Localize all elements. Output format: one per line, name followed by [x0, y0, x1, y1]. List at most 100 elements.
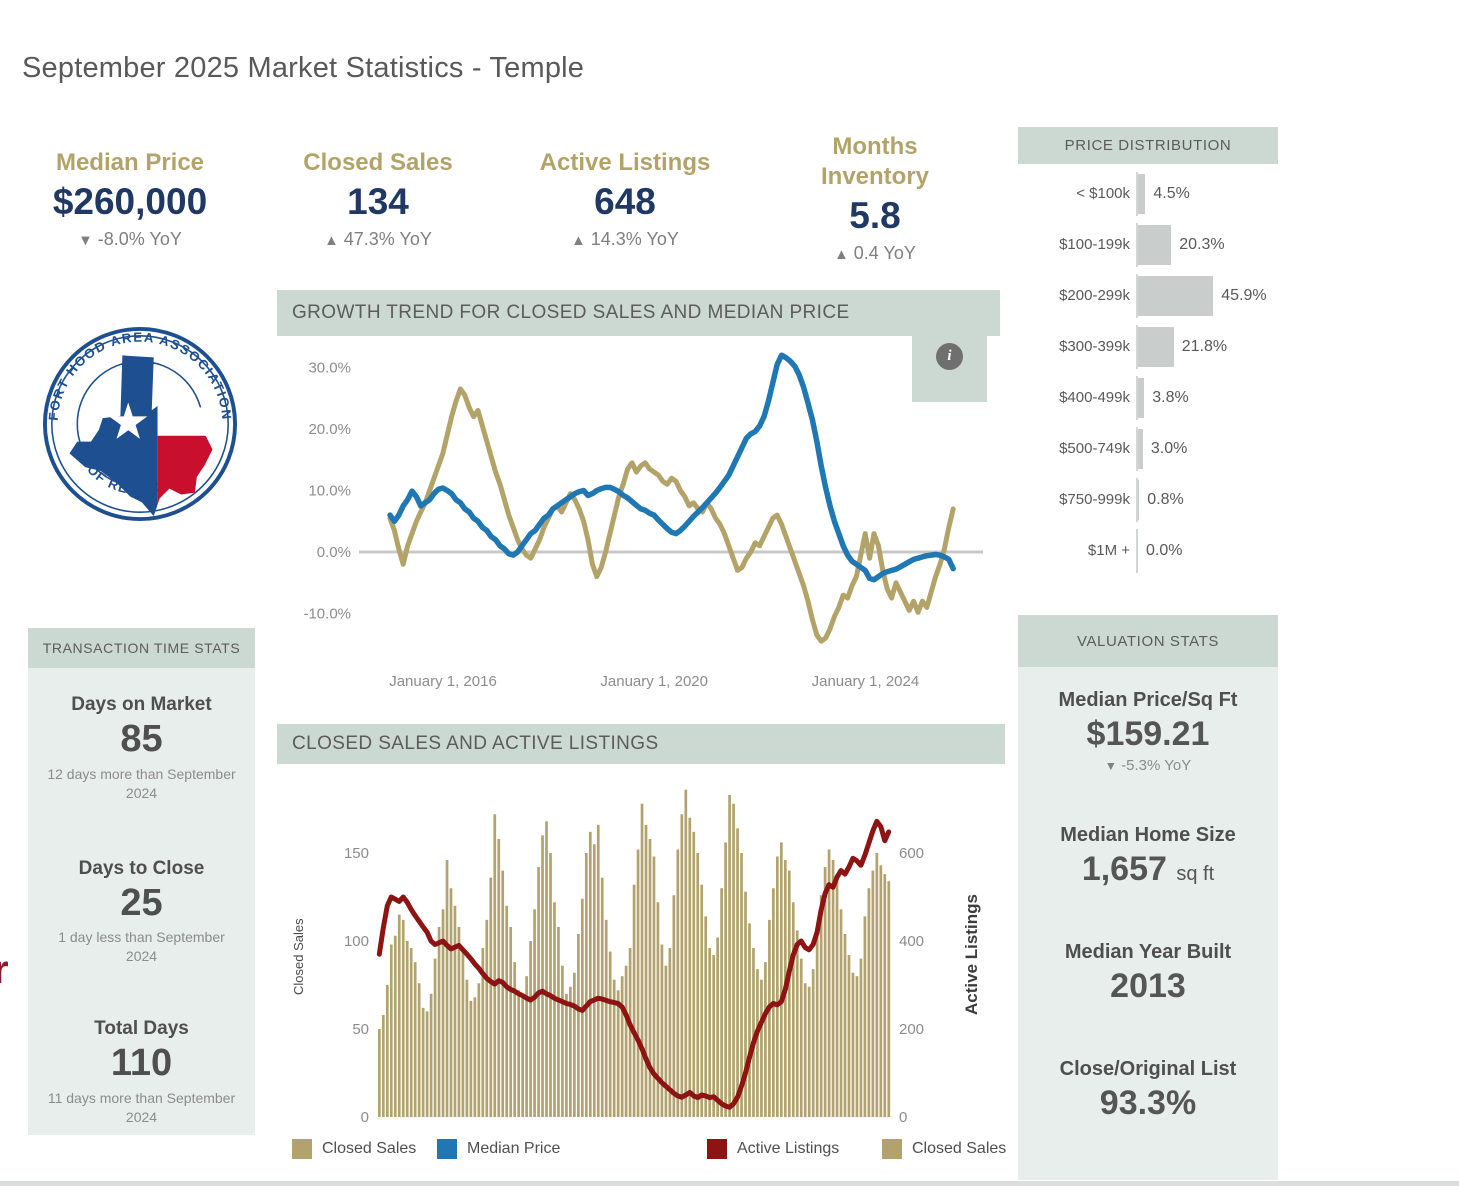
closed-sales-bar: [752, 948, 755, 1117]
stat-label: Days on Market: [71, 694, 212, 715]
closed-sales-bar: [803, 983, 807, 1117]
closed-sales-bar: [608, 951, 612, 1117]
closed-sales-bar: [481, 948, 485, 1117]
price-dist-percent: 3.0%: [1150, 439, 1188, 457]
closed-sales-bar: [712, 955, 716, 1117]
kpi-change: ▲ 47.3% YoY: [278, 229, 478, 250]
price-dist-bar: [1138, 173, 1146, 214]
legend-item-closed-sales[interactable]: Closed Sales: [292, 1136, 416, 1162]
closed-sales-bar: [441, 909, 445, 1117]
y-tick-label: -10.0%: [303, 606, 351, 623]
down-triangle-icon: ▼: [78, 233, 93, 250]
chart-legend: Closed Sales Median Price Active Listings C…: [277, 1136, 1022, 1162]
kpi-change-text: 47.3% YoY: [343, 229, 432, 250]
closed-sales-bar: [497, 838, 501, 1117]
price-dist-bar-cell: 20.3%: [1136, 222, 1278, 267]
closed-sales-bar: [541, 835, 544, 1117]
closed-sales-bar: [672, 895, 676, 1117]
closed-sales-bar: [736, 828, 739, 1117]
closed-sales-bar: [819, 895, 823, 1117]
price-dist-bar-cell: 45.9%: [1136, 273, 1278, 318]
legend-label: Active Listings: [737, 1140, 840, 1157]
growth-chart-header: GROWTH TREND FOR CLOSED SALES AND MEDIAN…: [277, 290, 1000, 336]
left-tick-label: 150: [344, 845, 369, 862]
closed-sales-bar: [815, 930, 819, 1117]
closed-sales-bar: [616, 990, 620, 1117]
closed-sales-bar: [577, 933, 580, 1117]
kpi-active-listings: Active Listings 648 ▲ 14.3% YoY: [525, 148, 725, 250]
legend-item-active-listings[interactable]: Active Listings: [707, 1136, 839, 1162]
closed-sales-bar: [787, 870, 791, 1117]
price-dist-percent: 20.3%: [1179, 235, 1225, 253]
closed-sales-bar: [445, 860, 449, 1117]
closed-sales-bar: [588, 831, 592, 1117]
closed-sales-bar: [799, 958, 803, 1117]
price-distribution-chart: < $100k 4.5% $100-199k 20.3% $200-299k 45.9% $…: [1018, 168, 1278, 576]
legend-item-closed-sales[interactable]: Closed Sales: [882, 1136, 1006, 1162]
clipped-text-fragment: r: [0, 948, 9, 992]
price-dist-bar: [1138, 377, 1145, 418]
stat-label: Median Home Size: [1060, 824, 1236, 847]
price-dist-bar-cell: 4.5%: [1136, 171, 1278, 216]
kpi-value: 648: [594, 181, 656, 222]
closed-sales-bar: [604, 919, 608, 1117]
stat-value: 2013: [1110, 967, 1186, 1006]
closed-sales-bar: [768, 919, 771, 1117]
left-tick-label: 100: [344, 933, 369, 950]
closed-sales-bar: [473, 997, 477, 1117]
closed-sales-bar: [469, 1000, 473, 1117]
stat-value: $159.21: [1086, 715, 1210, 753]
legend-label: Closed Sales: [322, 1140, 417, 1157]
closed-sales-bar: [465, 979, 469, 1117]
star-icon: [109, 402, 148, 439]
closed-sales-bar: [381, 1014, 385, 1117]
closed-sales-bar: [887, 881, 891, 1117]
legend-item-median-price[interactable]: Median Price: [437, 1136, 560, 1162]
up-triangle-icon: ▲: [571, 233, 586, 250]
price-range-label: $750-999k: [1059, 491, 1130, 508]
closed-sales-bar: [624, 965, 628, 1117]
closed-sales-bar: [425, 1011, 429, 1117]
closed-sales-bar: [847, 955, 851, 1117]
info-icon[interactable]: i: [936, 343, 963, 370]
price-dist-bar: [1138, 428, 1143, 469]
price-dist-bar-cell: 0.0%: [1136, 528, 1278, 573]
closed-sales-bar: [405, 941, 409, 1117]
closed-sales-bar: [397, 914, 401, 1117]
closed-sales-bar: [620, 976, 624, 1117]
closed-sales-bar: [517, 990, 520, 1117]
closed-sales-bar: [644, 824, 648, 1117]
closed-sales-bar: [764, 962, 767, 1117]
left-tick-label: 0: [361, 1109, 369, 1126]
kpi-value: $260,000: [52, 181, 208, 222]
closed-sales-bar: [453, 905, 457, 1117]
stat-value: 1,657 sq ft: [1018, 850, 1278, 889]
price-dist-bar-cell: 3.0%: [1136, 426, 1278, 471]
closed-sales-bar: [612, 979, 616, 1117]
closed-sales-bar: [831, 860, 835, 1117]
closed-sales-bar: [557, 926, 560, 1117]
stat-note: 12 days more than September 2024: [47, 765, 236, 801]
closed-sales-bar: [811, 969, 815, 1117]
closed-sales-bar: [525, 976, 528, 1117]
price-dist-bar: [1138, 326, 1174, 367]
closed-sales-bar: [791, 902, 795, 1117]
stat-change-text: -5.3% YoY: [1121, 757, 1192, 775]
page-title: September 2025 Market Statistics - Templ…: [22, 52, 585, 84]
closed-sales-bar: [573, 972, 576, 1117]
closed-sales-bar: [871, 870, 875, 1117]
closed-sales-bar: [449, 888, 453, 1117]
closed-sales-bar: [485, 919, 489, 1117]
closed-sales-bar: [660, 944, 664, 1117]
closed-sales-bar: [875, 853, 879, 1117]
closed-sales-bar: [461, 948, 465, 1117]
stat-note: 1 day less than September 2024: [58, 929, 225, 965]
right-tick-label: 600: [899, 845, 924, 862]
price-dist-percent: 3.8%: [1152, 388, 1189, 406]
price-range-label: $500-749k: [1059, 440, 1130, 457]
right-tick-label: 0: [899, 1109, 907, 1126]
closed-sales-bar: [378, 1029, 381, 1117]
closed-sales-bar: [740, 853, 743, 1117]
price-range-label: $400-499k: [1059, 389, 1130, 406]
closed-sales-bar: [807, 986, 811, 1117]
